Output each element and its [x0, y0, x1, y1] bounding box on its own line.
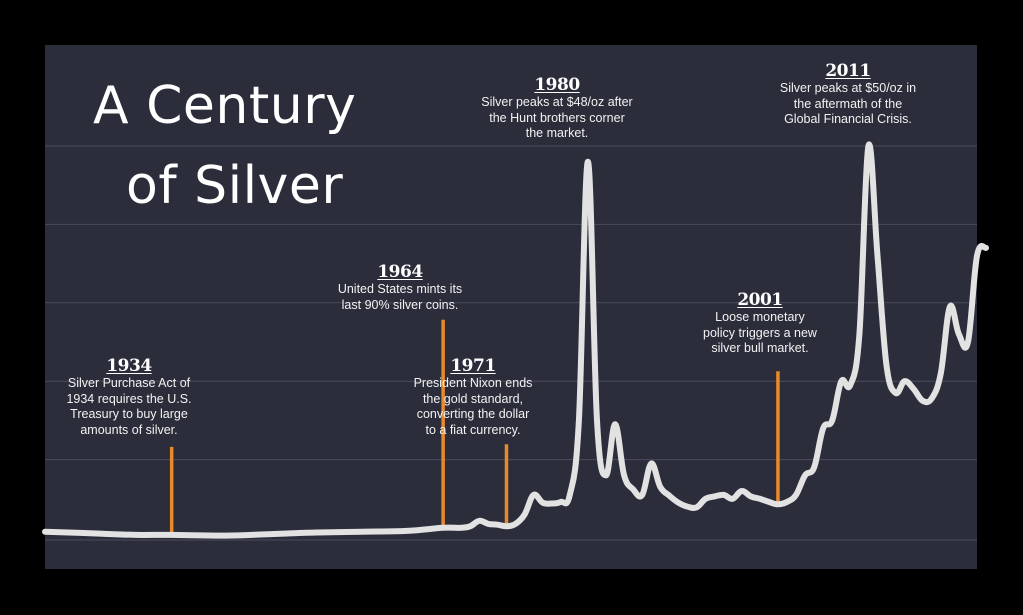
annotation-text-line: the market.: [525, 126, 589, 140]
chart-title-line-1: A Century: [93, 76, 357, 136]
annotation-1934: 1934 Silver Purchase Act of 1934 requires …: [9, 356, 249, 438]
annotation-text-line: Silver Purchase Act of: [67, 376, 191, 390]
series-line-silver-price: [42, 141, 989, 539]
annotation-text-line: the Hunt brothers corner: [489, 110, 625, 125]
chart-title-line-2: of Silver: [126, 156, 344, 216]
annotation-text-line: policy triggers a new: [703, 325, 817, 340]
annotation-1980: 1980 Silver peaks at $48/oz after the Hunt…: [437, 75, 677, 142]
annotation-year: 1980: [534, 75, 580, 95]
annotation-2001: 2001 Loose monetary policy triggers a new s…: [640, 290, 880, 357]
annotation-text-line: President Nixon ends: [413, 376, 533, 390]
annotation-text-line: Silver peaks at $50/oz in: [779, 81, 917, 95]
annotation-2011: 2011 Silver peaks at $50/oz in the afterma…: [728, 61, 968, 128]
annotation-year: 1964: [377, 262, 423, 282]
annotation-text-line: to a fiat currency.: [425, 422, 521, 437]
annotation-text-line: the aftermath of the: [793, 96, 903, 111]
annotation-year: 2011: [825, 61, 871, 81]
annotation-year: 2001: [737, 290, 783, 310]
annotation-text-line: 1934 requires the U.S.: [66, 391, 192, 406]
annotation-text-line: last 90% silver coins.: [341, 297, 459, 312]
annotation-text-line: Loose monetary: [715, 310, 805, 324]
annotation-year: 1934: [106, 356, 152, 376]
annotation-1964: 1964 United States mints its last 90% silv…: [280, 262, 520, 313]
annotation-text-line: Global Financial Crisis.: [784, 112, 912, 126]
annotation-1971: 1971 President Nixon ends the gold standar…: [353, 356, 593, 438]
annotation-text-line: amounts of silver.: [80, 422, 178, 437]
chart-panel: [45, 45, 977, 569]
annotation-text-line: converting the dollar: [416, 407, 530, 421]
annotation-text-line: Silver peaks at $48/oz after: [481, 95, 633, 109]
annotation-text-line: United States mints its: [337, 282, 463, 296]
annotation-text-line: Treasury to buy large: [70, 407, 188, 421]
annotation-year: 1971: [450, 356, 496, 376]
annotation-text-line: silver bull market.: [711, 341, 809, 355]
annotation-text-line: the gold standard,: [422, 391, 524, 406]
